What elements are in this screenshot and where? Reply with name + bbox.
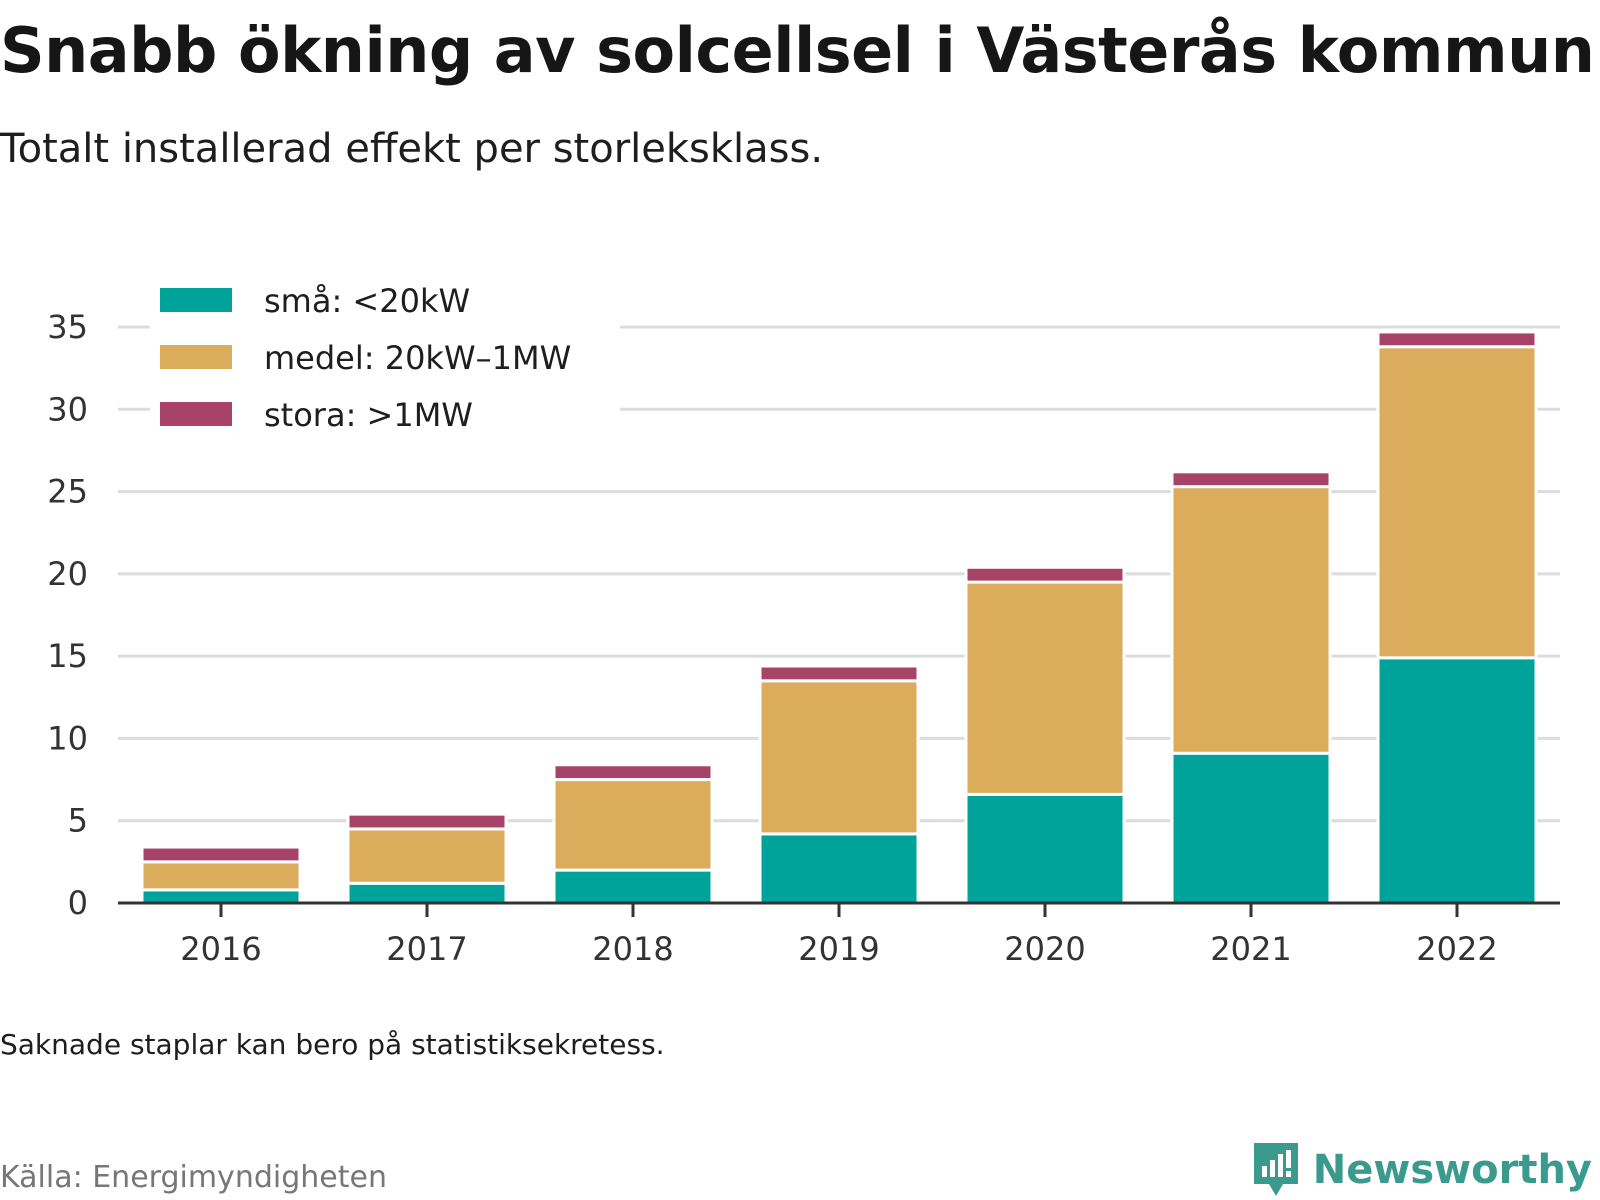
footnote: Saknade staplar kan bero på statistiksek… xyxy=(0,1028,665,1061)
legend-swatch xyxy=(160,288,232,312)
y-tick-label: 20 xyxy=(47,555,88,593)
bar-segment-medium-2022 xyxy=(1376,345,1538,660)
brand: Newsworthy xyxy=(1251,1140,1592,1200)
bar-segment-small-2020 xyxy=(964,792,1126,905)
bar-segment-medium-2020 xyxy=(964,580,1126,796)
y-tick-label: 0 xyxy=(68,884,88,922)
legend-swatch xyxy=(160,402,232,426)
bar-chart-speech-bubble-icon xyxy=(1253,1143,1298,1196)
bar-segment-large-2016 xyxy=(140,845,302,864)
bar-segment-large-2019 xyxy=(758,664,920,683)
bar-segment-small-2021 xyxy=(1170,751,1332,905)
bar-segment-small-2016 xyxy=(140,888,302,905)
bar-segment-small-2022 xyxy=(1376,656,1538,905)
bar-segment-medium-2018 xyxy=(552,778,714,872)
legend-label: stora: >1MW xyxy=(264,396,473,434)
legend-label: små: <20kW xyxy=(264,282,470,320)
source-text: Källa: Energimyndigheten xyxy=(0,1160,387,1195)
axes: 0 5 10 15 20 25 30 35 2016 2017 2018 2019 2020 2021 20… xyxy=(47,308,1560,968)
stacked-bar-chart: 0 5 10 15 20 25 30 35 2016 2017 2018 2019 2020 2021 20… xyxy=(47,272,1560,968)
x-tick-label: 2020 xyxy=(1004,930,1085,968)
bar-segment-large-2017 xyxy=(346,812,508,831)
brand-name: Newsworthy xyxy=(1312,1147,1592,1193)
bar-segment-large-2022 xyxy=(1376,330,1538,349)
bar-segment-medium-2019 xyxy=(758,679,920,836)
x-tick-label: 2021 xyxy=(1210,930,1291,968)
x-tick-label: 2016 xyxy=(180,930,261,968)
bar-segment-medium-2017 xyxy=(346,827,508,885)
bars xyxy=(140,330,1538,905)
bar-segment-small-2017 xyxy=(346,881,508,905)
bar-segment-large-2020 xyxy=(964,565,1126,584)
x-tick-label: 2017 xyxy=(386,930,467,968)
legend-swatch xyxy=(160,345,232,369)
chart-title: Snabb ökning av solcellsel i Västerås ko… xyxy=(0,14,1595,87)
y-tick-label: 25 xyxy=(47,473,88,511)
y-tick-label: 30 xyxy=(47,390,88,428)
bar-segment-small-2018 xyxy=(552,868,714,905)
y-tick-label: 10 xyxy=(47,719,88,757)
legend-label: medel: 20kW–1MW xyxy=(264,339,571,377)
x-tick-label: 2018 xyxy=(592,930,673,968)
y-tick-label: 5 xyxy=(68,802,88,840)
bar-segment-small-2019 xyxy=(758,832,920,905)
y-tick-label: 35 xyxy=(47,308,88,346)
bar-segment-large-2018 xyxy=(552,763,714,782)
bar-segment-large-2021 xyxy=(1170,470,1332,489)
bar-segment-medium-2021 xyxy=(1170,485,1332,755)
x-tick-label: 2019 xyxy=(798,930,879,968)
x-tick-label: 2022 xyxy=(1416,930,1497,968)
y-tick-label: 15 xyxy=(47,637,88,675)
bar-segment-medium-2016 xyxy=(140,860,302,892)
legend: små: <20kW medel: 20kW–1MW stora: >1MW xyxy=(150,272,620,452)
chart-subtitle: Totalt installerad effekt per storlekskl… xyxy=(0,126,824,172)
